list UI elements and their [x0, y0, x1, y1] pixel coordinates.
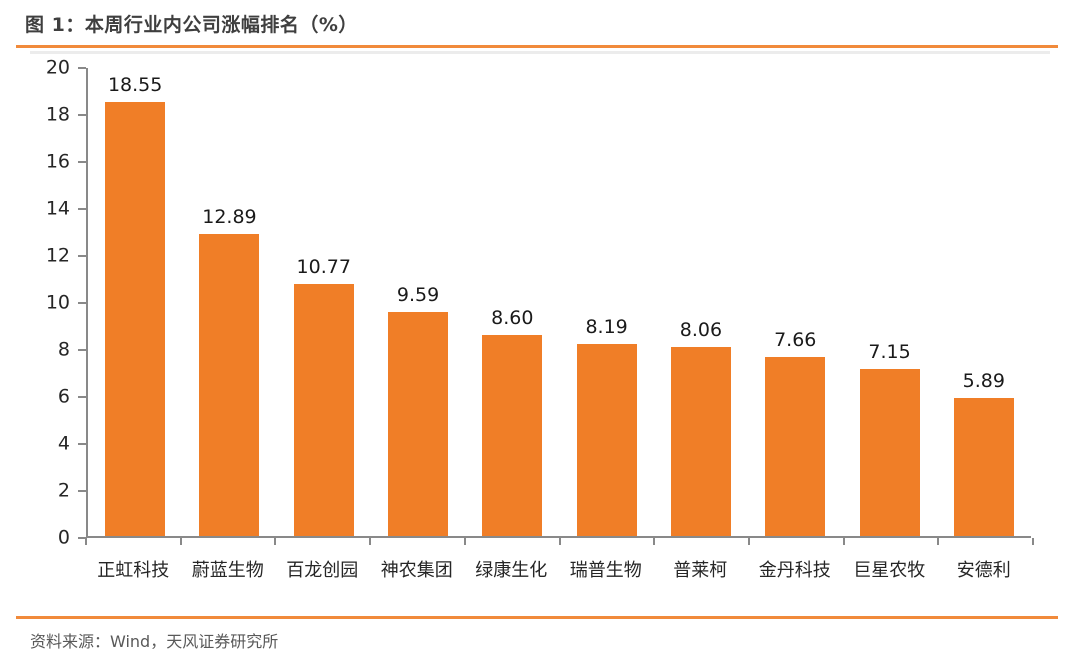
category-label: 金丹科技: [758, 560, 831, 581]
bar: [482, 334, 543, 536]
y-axis-tick-label: 4: [57, 432, 70, 455]
category-label: 普莱柯: [673, 560, 728, 581]
bar-value-label: 8.60: [491, 306, 534, 329]
y-axis-tick-mark: [78, 396, 86, 398]
category-label: 巨星农牧: [853, 560, 926, 581]
bar-column: 18.55: [88, 68, 182, 536]
x-axis-tick-mark: [179, 538, 182, 545]
bar-value-label: 5.89: [962, 370, 1005, 393]
y-axis-tick-label: 12: [45, 244, 70, 267]
y-axis-tick-mark: [78, 208, 86, 210]
bar: [388, 311, 449, 536]
bar: [953, 398, 1014, 536]
category-label: 瑞普生物: [569, 560, 642, 581]
bar: [576, 344, 637, 536]
bar: [199, 234, 260, 536]
y-axis-tick-label: 2: [57, 479, 70, 502]
footer-divider: [16, 616, 1058, 619]
y-axis-tick-label: 8: [57, 338, 70, 361]
bar-column: 7.66: [748, 68, 842, 536]
bar-value-label: 7.66: [774, 328, 817, 351]
bar-column: 8.19: [559, 68, 653, 536]
title-divider: [16, 45, 1058, 48]
bar-column: 8.06: [654, 68, 748, 536]
source-note: 资料来源：Wind，天风证券研究所: [30, 632, 279, 651]
y-axis-tick-mark: [78, 490, 86, 492]
bar: [670, 347, 731, 536]
bar-column: 7.15: [842, 68, 936, 536]
category-label: 蔚蓝生物: [191, 560, 264, 581]
x-axis-tick-mark: [463, 538, 466, 545]
figure-title: 图 1：本周行业内公司涨幅排名（%）: [25, 14, 358, 36]
bar-value-label: 9.59: [396, 283, 440, 306]
x-axis-tick-mark: [85, 538, 87, 545]
y-axis-tick-mark: [78, 161, 86, 163]
y-axis-tick-mark: [78, 255, 86, 257]
y-axis-tick-mark: [78, 114, 86, 116]
chart-image-top-edge: [30, 51, 1050, 54]
y-axis-tick-mark: [78, 349, 86, 351]
category-label: 神农集团: [380, 560, 453, 581]
bar-value-label: 10.77: [296, 255, 351, 278]
y-axis-tick-label: 20: [45, 56, 70, 79]
y-axis-tick-mark: [78, 443, 86, 445]
bar-column: 10.77: [277, 68, 371, 536]
y-axis-tick-mark: [78, 302, 86, 304]
y-axis-tick-label: 16: [45, 150, 70, 173]
bar-value-label: 8.19: [585, 316, 628, 339]
x-axis-tick-mark: [653, 538, 656, 545]
category-label: 安德利: [956, 560, 1011, 581]
x-axis-ticks: [85, 538, 1034, 546]
x-axis-category-labels: 正虹科技 蔚蓝生物 百龙创园 神农集团 绿康生化 瑞普生物 普莱柯 金丹科技 巨星农牧 安德利: [86, 556, 1031, 586]
bar: [105, 101, 166, 536]
y-axis: 0 2 4 6 8 10 12 14 16 18 20: [0, 58, 86, 547]
bar-value-label: 18.55: [107, 73, 163, 96]
bar-value-label: 7.15: [868, 340, 911, 363]
x-axis-tick-mark: [274, 538, 277, 545]
plot-area: 18.55 12.89 10.77 9.59 8.60 8.19 8.06 7.66 7.15 5…: [86, 68, 1031, 538]
y-axis-tick-label: 10: [45, 291, 70, 314]
x-axis-tick-mark: [369, 538, 372, 545]
bar-series: 18.55 12.89 10.77 9.59 8.60 8.19 8.06 7.66 7.15 5…: [88, 68, 1031, 536]
y-axis-tick-label: 6: [57, 385, 70, 408]
x-axis-tick-mark: [747, 538, 750, 545]
category-label: 正虹科技: [97, 560, 170, 581]
bar-value-label: 12.89: [202, 206, 257, 229]
category-label: 绿康生化: [475, 560, 548, 581]
y-axis-tick-mark: [78, 537, 86, 539]
x-axis-tick-mark: [842, 538, 845, 545]
y-axis-tick-label: 14: [45, 197, 70, 220]
bar-column: 9.59: [371, 68, 465, 536]
y-axis-tick-mark: [78, 67, 86, 69]
bar-column: 5.89: [937, 68, 1031, 536]
bar: [293, 283, 354, 536]
y-axis-tick-label: 18: [45, 103, 70, 126]
bar-value-label: 8.06: [679, 319, 723, 342]
x-axis-tick-mark: [1032, 538, 1034, 545]
y-axis-tick-label: 0: [57, 526, 70, 549]
bar-chart: 0 2 4 6 8 10 12 14 16 18 20 18.55 12.89 10.77 9.59 8.6…: [0, 58, 1034, 586]
x-axis-tick-mark: [937, 538, 940, 545]
bar: [859, 368, 920, 536]
category-label: 百龙创园: [286, 560, 359, 581]
bar-column: 12.89: [182, 68, 276, 536]
x-axis-tick-mark: [558, 538, 561, 545]
bar-column: 8.60: [465, 68, 559, 536]
bar: [765, 356, 826, 536]
